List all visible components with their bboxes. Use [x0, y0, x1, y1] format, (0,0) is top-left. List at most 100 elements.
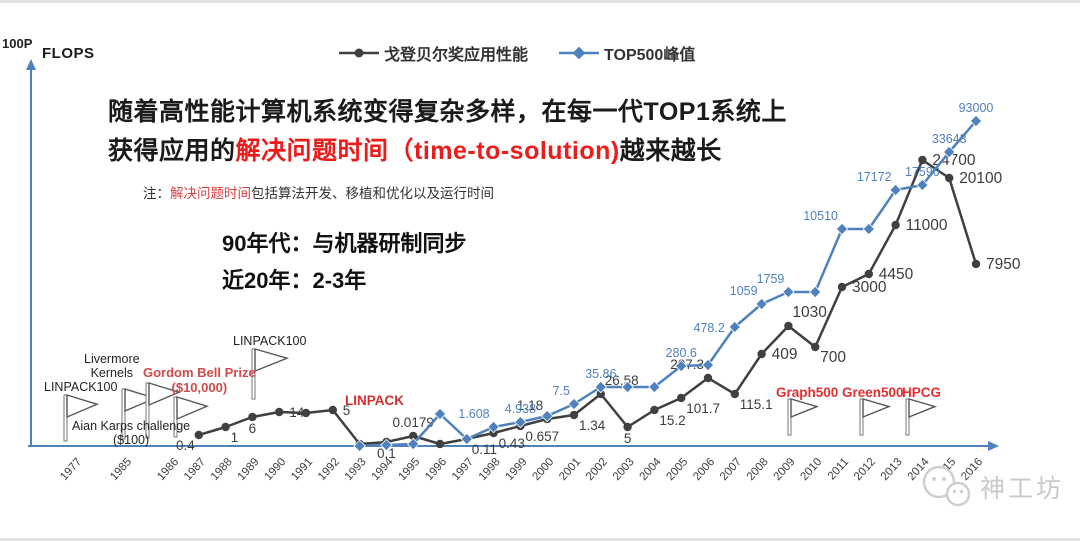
data-point-label: 11000 — [906, 217, 948, 234]
milestone-flag-icon — [173, 396, 210, 438]
note-prefix: 注： — [143, 186, 170, 201]
data-point-marker — [301, 408, 311, 418]
x-tick-label: 1993 — [343, 456, 369, 483]
title-line2-black2: 越来越长 — [619, 137, 722, 165]
x-tick-label: 2008 — [745, 456, 771, 483]
data-point-marker — [674, 359, 688, 373]
x-tick-label: 2012 — [852, 456, 878, 483]
annotation-linpack100-right: LINPACK100 — [233, 334, 307, 348]
x-tick-label: 2002 — [584, 456, 610, 483]
data-point-label: 33643 — [932, 132, 967, 146]
legend-item-gordon-bell: 戈登贝尔奖应用性能 — [338, 41, 528, 65]
legend-item-top500: TOP500峰值 — [558, 41, 695, 65]
milestone-flag-icon — [905, 398, 938, 436]
annotation-livermore-kernels: Livermore Kernels — [84, 352, 140, 381]
legend-marker-line-diamond-icon — [559, 47, 600, 59]
data-point-marker — [862, 222, 876, 236]
x-tick-label: 2003 — [611, 456, 637, 483]
data-point-marker — [808, 285, 822, 299]
x-tick-label: 2007 — [718, 456, 744, 483]
x-tick-label: 2006 — [691, 456, 717, 483]
milestone-flag-icon — [63, 394, 100, 442]
data-point-label: 15.2 — [659, 413, 685, 428]
x-tick-label: 2011 — [826, 456, 851, 482]
data-point-label: 14 — [289, 405, 305, 420]
x-tick-label: 2009 — [772, 456, 798, 483]
y-axis-max-label: 100P — [2, 36, 33, 51]
note-red-part: 解决问题时间 — [170, 186, 251, 201]
wechat-logo-icon — [922, 465, 971, 507]
data-point-marker — [409, 431, 418, 441]
data-point-label: 0.4 — [176, 438, 195, 453]
milestone-flag-icon — [787, 398, 820, 436]
y-axis-unit-label: FLOPS — [42, 45, 95, 62]
x-tick-label: 1986 — [155, 456, 181, 483]
annotation-linpack100-left: LINPACK100 — [44, 380, 118, 394]
x-tick-label: 1988 — [209, 456, 235, 483]
data-point-marker — [433, 407, 447, 421]
data-point-label: 1759 — [757, 272, 785, 286]
data-point-marker — [594, 380, 608, 394]
x-tick-label: 1995 — [396, 456, 422, 483]
data-point-marker — [918, 155, 927, 165]
data-point-marker — [621, 380, 634, 394]
data-point-label: 0.0179 — [393, 415, 434, 430]
data-point-label: 4.938 — [505, 402, 536, 416]
data-point-label: 1 — [231, 430, 239, 445]
milestone-flag-icon — [251, 348, 290, 400]
data-point-label: 7.5 — [553, 384, 570, 398]
data-point-label: 409 — [772, 346, 798, 363]
data-point-label: 17590 — [905, 165, 940, 179]
title-line2-black1: 获得应用的 — [108, 137, 236, 165]
data-point-marker — [353, 439, 366, 453]
data-point-marker — [194, 430, 203, 440]
legend-marker-line-circle-icon — [339, 48, 379, 58]
data-point-label: 1.34 — [579, 418, 606, 433]
data-point-label: 0.1 — [377, 446, 396, 461]
data-point-marker — [784, 321, 793, 331]
data-point-marker — [730, 389, 739, 399]
chart-title-line1: 随着高性能计算机系统变得复杂多样，在每一代TOP1系统上 — [108, 98, 787, 126]
data-point-label: 101.7 — [686, 401, 720, 416]
title-line2-red: 解决问题时间（time-to-solution) — [235, 137, 620, 165]
data-point-label: 5 — [624, 431, 632, 446]
data-point-label: 17172 — [857, 170, 892, 184]
data-point-marker — [891, 220, 900, 230]
data-point-marker — [971, 259, 981, 269]
era-stats-line2: 近20年：2-3年 — [222, 268, 367, 293]
data-point-marker — [811, 342, 820, 352]
watermark-text: 神工坊 — [980, 475, 1065, 503]
data-point-label: 1030 — [792, 304, 827, 321]
series-line-top500 — [359, 120, 977, 448]
x-tick-label: 1997 — [450, 456, 476, 483]
data-point-label: 0.657 — [525, 429, 559, 444]
data-point-marker — [835, 222, 849, 236]
x-tick-label: 1985 — [108, 456, 134, 483]
x-tick-label: 1991 — [289, 456, 315, 483]
chart-svg: 1977 1985 1986 1987 1988 1989 1990 1991 1992 1993… — [26, 59, 1021, 483]
x-tick-label: 2005 — [664, 456, 690, 483]
data-point-label: 0.43 — [499, 436, 525, 451]
data-point-marker — [328, 405, 337, 415]
legend-label-top500: TOP500峰值 — [604, 47, 696, 64]
x-tick-label: 2001 — [557, 456, 583, 483]
data-point-marker — [703, 373, 713, 383]
data-point-marker — [569, 410, 579, 420]
data-point-label: 93000 — [959, 101, 994, 115]
data-point-marker — [406, 437, 420, 451]
data-point-marker — [567, 397, 581, 411]
x-tick-label: 1996 — [423, 456, 449, 483]
data-point-marker — [623, 422, 632, 432]
data-point-marker — [942, 145, 956, 159]
data-point-marker — [460, 432, 474, 446]
annotation-hpcg: HPCG — [902, 385, 942, 400]
data-point-marker — [677, 393, 686, 403]
watermark: 神工坊 — [918, 463, 1064, 511]
x-tick-label: 2000 — [530, 456, 556, 483]
data-point-marker — [889, 183, 902, 197]
data-point-marker — [782, 285, 795, 299]
data-point-marker — [487, 420, 500, 434]
data-point-marker — [435, 439, 445, 449]
data-point-marker — [650, 405, 659, 415]
